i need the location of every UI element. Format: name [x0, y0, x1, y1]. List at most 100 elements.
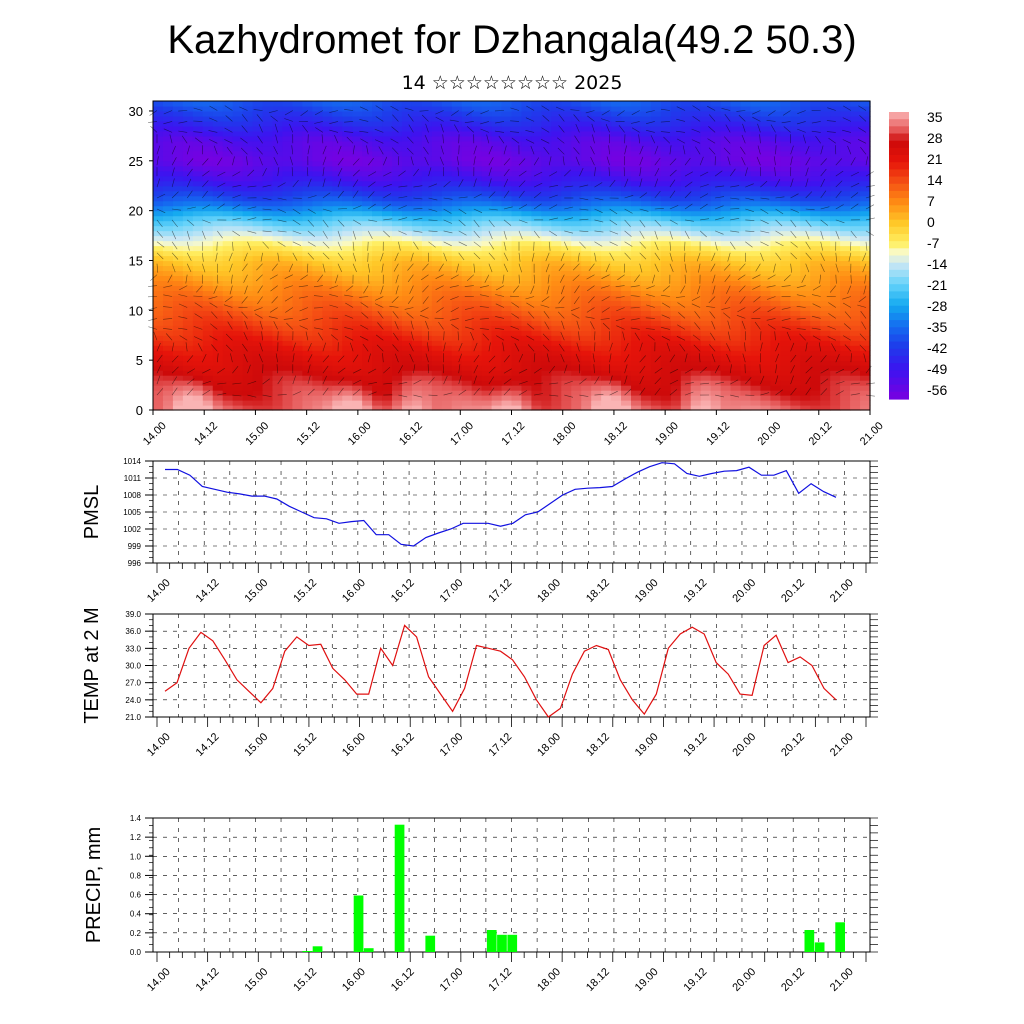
heatmap-cell: [372, 275, 383, 282]
heatmap-cell: [561, 150, 572, 157]
heatmap-cell: [820, 340, 831, 346]
wind-barb: [503, 368, 512, 374]
heatmap-cell: [252, 380, 264, 386]
heatmap-cell: [501, 145, 513, 152]
heatmap-cell: [591, 135, 602, 142]
heatmap-cell: [850, 395, 861, 401]
heatmap-cell: [521, 375, 533, 381]
heatmap-cell: [342, 390, 353, 396]
heatmap-cell: [401, 335, 413, 341]
heatmap-cell: [153, 115, 164, 122]
heatmap-cell: [401, 200, 413, 207]
heatmap-cell: [810, 220, 821, 227]
heatmap-cell: [621, 101, 632, 107]
heatmap-cell: [770, 175, 781, 182]
wind-barb: [307, 354, 313, 363]
heatmap-cell: [372, 170, 383, 177]
heatmap-cell: [780, 170, 791, 177]
heatmap-cell: [362, 375, 373, 381]
heatmap-cell: [650, 210, 662, 217]
heatmap-cell: [252, 235, 264, 242]
heatmap-cell: [282, 230, 294, 237]
heatmap-cell: [322, 275, 333, 282]
heatmap-cell: [172, 305, 184, 311]
heatmap-cell: [182, 105, 194, 112]
heatmap-cell: [561, 245, 572, 252]
heatmap-cell: [162, 400, 174, 406]
heatmap-cell: [660, 135, 672, 142]
heatmap-cell: [581, 250, 592, 257]
wind-barb: [292, 353, 295, 363]
heatmap-cell: [790, 195, 801, 202]
heatmap-cell: [511, 150, 523, 157]
heatmap-cell: [272, 275, 284, 282]
heatmap-cell: [342, 350, 353, 356]
heatmap-cell: [780, 225, 791, 232]
heatmap-cell: [362, 255, 373, 262]
heatmap-cell: [362, 355, 373, 361]
heatmap-cell: [272, 310, 284, 316]
heatmap-cell: [820, 260, 831, 267]
heatmap-cell: [182, 395, 194, 401]
heatmap-cell: [242, 170, 254, 177]
heatmap-cell: [631, 101, 642, 107]
heatmap-cell: [710, 340, 722, 346]
heatmap-cell: [541, 175, 552, 182]
heatmap-cell: [153, 195, 164, 202]
heatmap-cell: [162, 320, 174, 326]
wind-barb: [262, 378, 270, 385]
heatmap-cell: [770, 110, 781, 117]
heatmap-cell: [461, 125, 473, 132]
heatmap-cell: [531, 101, 542, 107]
heatmap-cell: [551, 210, 562, 217]
wind-barb: [676, 336, 686, 341]
heatmap-cell: [491, 235, 503, 242]
heatmap-cell: [172, 375, 184, 381]
heatmap-cell: [581, 130, 592, 137]
heatmap-cell: [790, 260, 801, 267]
heatmap-cell: [680, 101, 692, 107]
wind-barb: [243, 331, 248, 341]
heatmap-cell: [272, 320, 284, 326]
heatmap-cell: [571, 310, 582, 316]
wind-barb: [805, 387, 812, 396]
heatmap-cell: [332, 130, 343, 137]
heatmap-cell: [461, 105, 473, 112]
heatmap-cell: [670, 145, 682, 152]
heatmap-cell: [202, 170, 214, 177]
heatmap-cell: [591, 310, 602, 316]
heatmap-cell: [670, 101, 682, 107]
heatmap-cell: [571, 150, 582, 157]
heatmap-cell: [292, 335, 303, 341]
heatmap-cell: [601, 130, 612, 137]
heatmap-cell: [640, 285, 652, 291]
wind-barb: [530, 285, 535, 295]
heatmap-cell: [690, 300, 702, 306]
heatmap-cell: [302, 245, 313, 252]
wind-barb: [669, 389, 678, 396]
heatmap-cell: [670, 385, 682, 391]
heatmap-cell: [401, 375, 413, 381]
heatmap-cell: [850, 370, 861, 376]
heatmap-cell: [760, 230, 772, 237]
heatmap-cell: [382, 165, 393, 172]
wind-barb: [588, 296, 595, 304]
heatmap-cell: [232, 350, 244, 356]
heatmap-cell: [750, 205, 762, 212]
heatmap-cell: [660, 220, 672, 227]
heatmap-cell: [302, 115, 313, 122]
heatmap-cell: [780, 395, 791, 401]
heatmap-cell: [481, 130, 493, 137]
heatmap-cell: [561, 325, 572, 331]
heatmap-cell: [441, 140, 453, 147]
heatmap-cell: [591, 290, 602, 296]
heatmap-cell: [690, 260, 702, 267]
heatmap-cell: [182, 255, 194, 262]
heatmap-cell: [770, 360, 781, 366]
heatmap-cell: [262, 315, 274, 321]
heatmap-cell: [750, 250, 762, 257]
heatmap-cell: [660, 370, 672, 376]
heatmap-cell: [521, 180, 533, 187]
heatmap-cell: [382, 365, 393, 371]
heatmap-cell: [860, 220, 871, 227]
